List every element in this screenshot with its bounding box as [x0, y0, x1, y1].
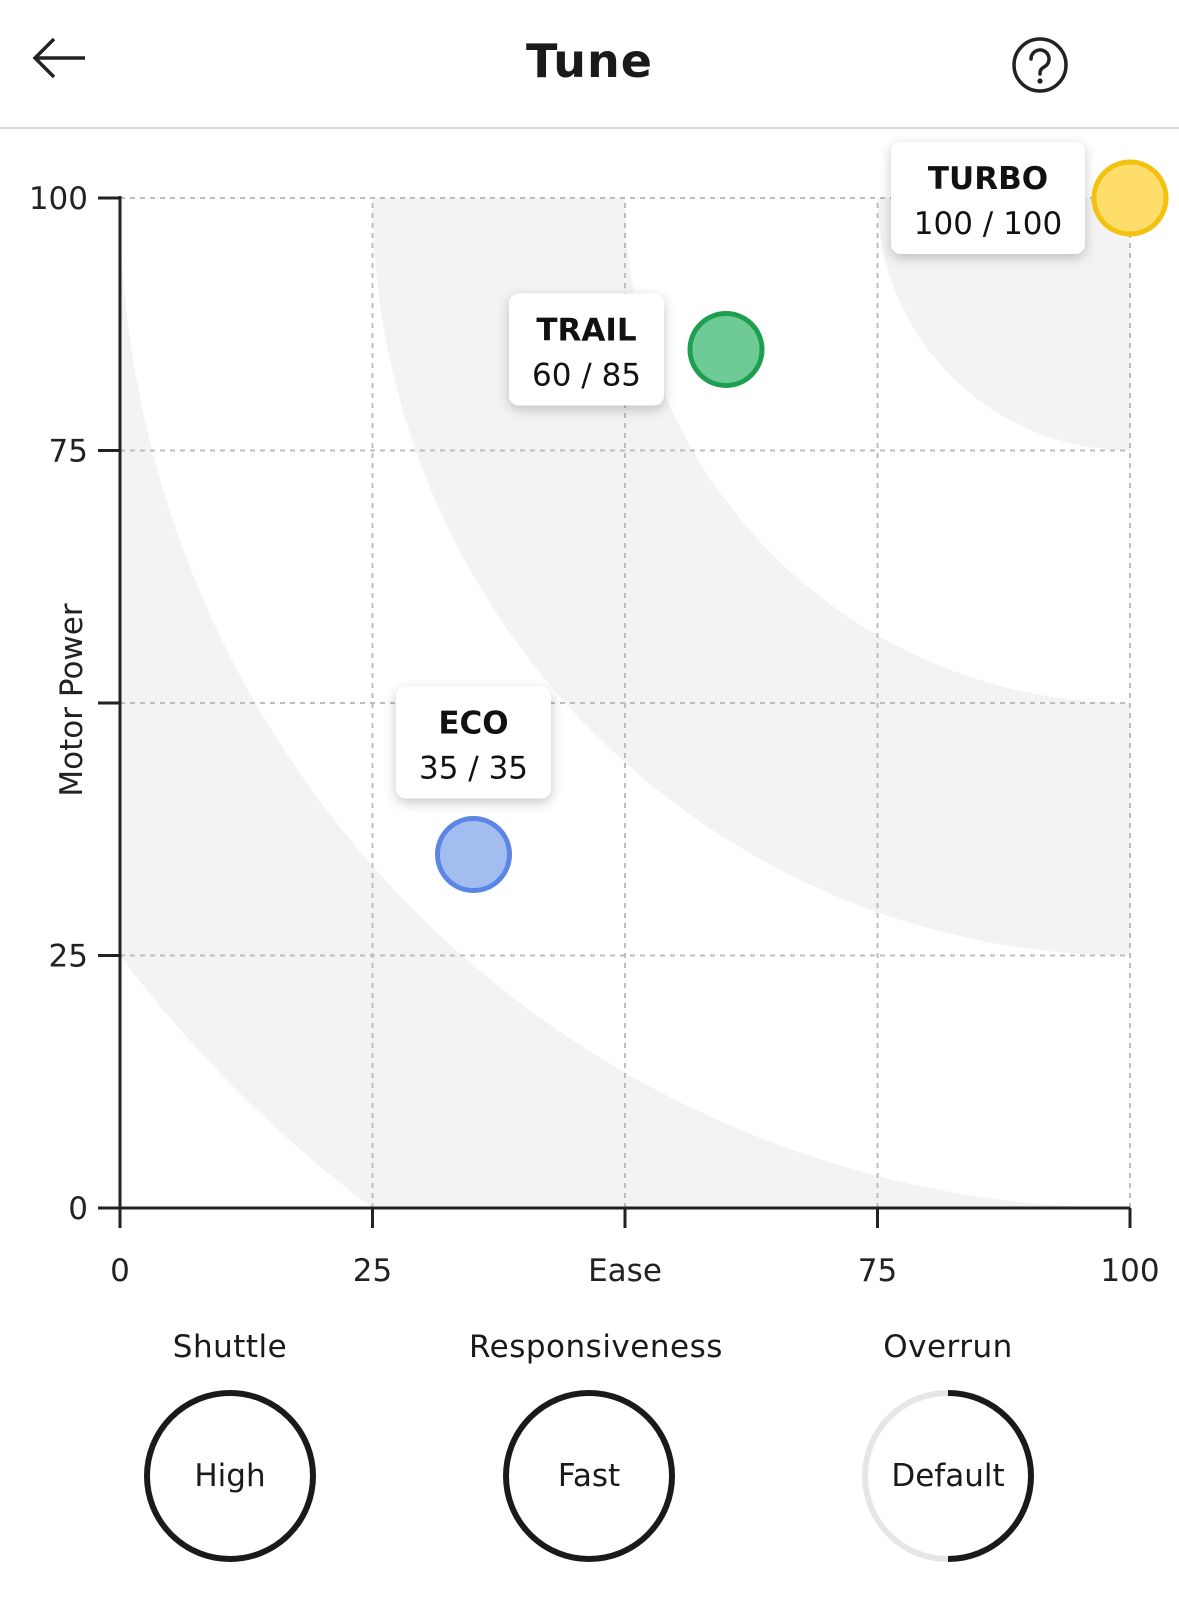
dial-value: Fast [557, 1458, 621, 1494]
y-axis-ticks: 0 25 75 100 [29, 181, 120, 1227]
dial-value: Default [891, 1458, 1005, 1494]
chart-points: ECO 35 / 35 TRAIL 60 / 85 TURBO 100 / 100 [396, 142, 1169, 893]
mode-name: TRAIL [536, 313, 636, 349]
setting-responsiveness: Responsiveness Fast [469, 1325, 723, 1563]
responsiveness-dial[interactable]: Fast [502, 1389, 676, 1563]
mode-value: 100 / 100 [914, 206, 1063, 242]
mode-point-trail[interactable]: TRAIL 60 / 85 [509, 293, 765, 406]
mode-name: TURBO [928, 161, 1048, 197]
header-bar: Tune [0, 0, 1179, 129]
x-tick-label: Ease [588, 1253, 662, 1289]
back-button[interactable] [30, 30, 90, 90]
x-axis-ticks: 0 25 Ease 75 100 [110, 1208, 1160, 1289]
mode-value: 60 / 85 [532, 358, 641, 394]
mode-card [891, 142, 1085, 254]
x-tick-label: 0 [110, 1253, 130, 1289]
mode-value: 35 / 35 [419, 751, 528, 787]
x-tick-label: 75 [858, 1253, 897, 1289]
mode-name: ECO [438, 706, 508, 742]
mode-point-turbo[interactable]: TURBO 100 / 100 [891, 142, 1169, 254]
setting-title: Overrun [883, 1329, 1013, 1365]
page-title: Tune [525, 34, 654, 88]
mode-marker [1091, 159, 1169, 237]
dial-ring [503, 1390, 675, 1562]
mode-marker [435, 816, 512, 893]
dial-ring [144, 1390, 316, 1562]
setting-title: Responsiveness [469, 1329, 723, 1365]
x-tick-label: 25 [353, 1253, 392, 1289]
setting-overrun: Overrun Default [828, 1325, 1068, 1563]
mode-marker [687, 311, 765, 388]
setting-shuttle: Shuttle High [110, 1325, 350, 1563]
help-button[interactable] [1010, 35, 1070, 95]
question-circle-icon [1012, 37, 1068, 93]
x-tick-label: 100 [1100, 1253, 1159, 1289]
y-tick-label: 25 [49, 939, 88, 975]
mode-card [509, 293, 664, 406]
y-tick-label: 100 [29, 181, 88, 217]
band-inner [877, 198, 1130, 451]
overrun-dial[interactable]: Default [861, 1389, 1035, 1563]
dial-ring [862, 1390, 1034, 1562]
shuttle-dial[interactable]: High [143, 1389, 317, 1563]
setting-title: Shuttle [172, 1329, 288, 1365]
y-tick-label: 75 [49, 434, 88, 470]
dial-value: High [194, 1458, 266, 1494]
y-tick-label: 0 [68, 1191, 88, 1227]
mode-card [396, 686, 551, 799]
mode-point-eco[interactable]: ECO 35 / 35 [396, 686, 551, 893]
arrow-left-icon [32, 37, 85, 79]
y-axis-label: Motor Power [54, 603, 90, 796]
